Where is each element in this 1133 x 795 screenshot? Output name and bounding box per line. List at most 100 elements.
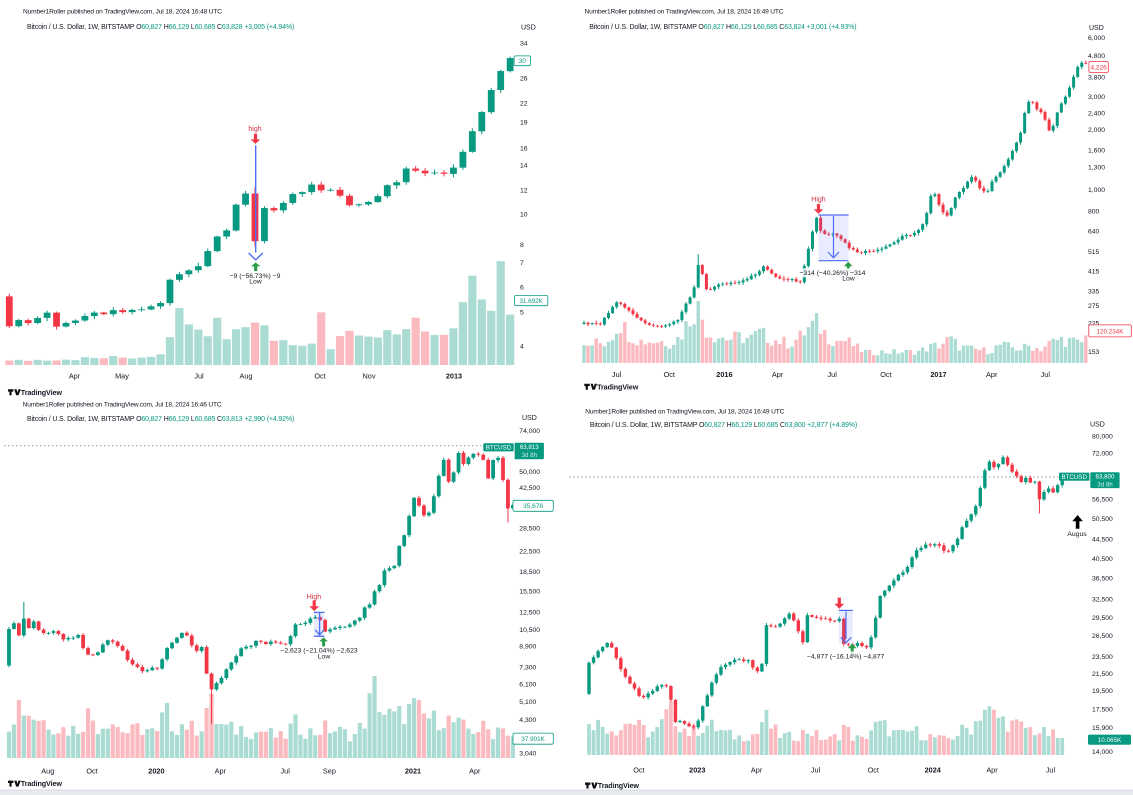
svg-text:12,500: 12,500	[519, 610, 540, 617]
svg-text:high: high	[248, 126, 261, 133]
svg-text:TradingView: TradingView	[598, 781, 640, 790]
svg-text:4: 4	[520, 343, 524, 350]
svg-text:40,500: 40,500	[1092, 556, 1113, 563]
svg-text:Apr: Apr	[69, 371, 81, 380]
svg-text:6,100: 6,100	[519, 682, 536, 689]
svg-text:30: 30	[519, 58, 527, 65]
svg-text:May: May	[115, 371, 129, 380]
svg-text:3d 8h: 3d 8h	[522, 452, 538, 459]
svg-text:5: 5	[520, 309, 524, 316]
svg-text:2024: 2024	[925, 765, 942, 774]
svg-text:63,800: 63,800	[1096, 474, 1115, 481]
svg-text:TradingView: TradingView	[21, 388, 63, 397]
svg-text:Jul: Jul	[811, 765, 821, 774]
svg-text:63,813: 63,813	[520, 444, 539, 451]
svg-text:1,000: 1,000	[1088, 187, 1105, 194]
svg-text:USD: USD	[521, 25, 536, 32]
svg-text:Apr: Apr	[772, 370, 784, 379]
svg-text:17,500: 17,500	[1092, 707, 1113, 714]
svg-text:14: 14	[520, 162, 528, 169]
svg-text:Apr: Apr	[215, 766, 227, 775]
svg-text:74,000: 74,000	[519, 428, 540, 435]
svg-text:Bitcoin / U.S. Dollar, 1W, BIT: Bitcoin / U.S. Dollar, 1W, BITSTAMP O60,…	[589, 24, 856, 31]
svg-text:4,226: 4,226	[1090, 64, 1107, 71]
svg-text:37.901K: 37.901K	[521, 736, 545, 743]
svg-text:1,600: 1,600	[1088, 148, 1105, 155]
svg-text:Low: Low	[318, 654, 331, 661]
svg-text:29,500: 29,500	[1092, 615, 1113, 622]
svg-text:2016: 2016	[716, 370, 732, 379]
svg-text:BTCUSD: BTCUSD	[486, 445, 512, 452]
svg-text:8,900: 8,900	[519, 643, 536, 650]
svg-text:TradingView: TradingView	[597, 382, 639, 391]
svg-text:USD: USD	[522, 415, 537, 422]
svg-text:800: 800	[1088, 208, 1100, 215]
svg-text:22: 22	[520, 100, 528, 107]
svg-text:Apr: Apr	[751, 765, 763, 774]
svg-text:Jul: Jul	[194, 371, 204, 380]
svg-text:16: 16	[520, 145, 528, 152]
svg-text:Aug: Aug	[240, 371, 253, 380]
svg-text:2023: 2023	[689, 765, 705, 774]
svg-text:Oct: Oct	[633, 765, 644, 774]
svg-text:Bitcoin / U.S. Dollar, 1W, BIT: Bitcoin / U.S. Dollar, 1W, BITSTAMP O60,…	[27, 24, 294, 31]
svg-text:26,500: 26,500	[1092, 633, 1113, 640]
svg-text:Jul: Jul	[1046, 765, 1056, 774]
svg-text:34: 34	[520, 40, 528, 47]
svg-text:8: 8	[520, 242, 524, 249]
svg-text:1,300: 1,300	[1088, 164, 1105, 171]
svg-text:35,678: 35,678	[523, 503, 543, 510]
svg-text:−4,877 (−16.14%) −4,877: −4,877 (−16.14%) −4,877	[807, 653, 885, 660]
svg-text:3,800: 3,800	[1088, 74, 1105, 81]
svg-text:Augus: Augus	[1067, 531, 1087, 538]
svg-text:26: 26	[520, 75, 528, 82]
svg-text:USD: USD	[1089, 25, 1104, 32]
svg-text:Jul: Jul	[1041, 370, 1051, 379]
svg-text:2020: 2020	[148, 766, 164, 775]
svg-text:Number1Roller published on Tra: Number1Roller published on TradingView.c…	[23, 402, 222, 409]
svg-text:Low: Low	[249, 279, 262, 286]
svg-text:32,500: 32,500	[1092, 597, 1113, 604]
svg-text:Bitcoin / U.S. Dollar, 1W, BIT: Bitcoin / U.S. Dollar, 1W, BITSTAMP O60,…	[590, 422, 857, 429]
svg-text:3,040: 3,040	[519, 751, 536, 758]
svg-text:50,000: 50,000	[519, 469, 540, 476]
svg-text:36,500: 36,500	[1092, 575, 1113, 582]
svg-text:Aug: Aug	[41, 766, 54, 775]
svg-text:High: High	[811, 197, 826, 204]
svg-text:15,900: 15,900	[1092, 725, 1113, 732]
svg-text:80,000: 80,000	[1092, 433, 1113, 440]
svg-text:225: 225	[1088, 320, 1100, 327]
svg-text:Oct: Oct	[314, 371, 325, 380]
svg-text:Jul: Jul	[612, 370, 622, 379]
svg-text:4,800: 4,800	[1088, 53, 1105, 60]
svg-text:USD: USD	[1090, 422, 1105, 429]
svg-text:56,500: 56,500	[1092, 496, 1113, 503]
svg-text:5,100: 5,100	[519, 699, 536, 706]
svg-text:Oct: Oct	[880, 370, 891, 379]
svg-text:2,000: 2,000	[1088, 127, 1105, 134]
svg-text:10.065K: 10.065K	[1098, 737, 1122, 744]
svg-text:44,500: 44,500	[1092, 537, 1113, 544]
svg-text:Oct: Oct	[664, 370, 675, 379]
svg-text:Jul: Jul	[828, 370, 838, 379]
svg-text:−2,623 (−21.04%) −2,623: −2,623 (−21.04%) −2,623	[280, 647, 358, 654]
svg-text:14,000: 14,000	[1092, 749, 1113, 756]
svg-text:6: 6	[520, 284, 524, 291]
svg-text:19: 19	[520, 119, 528, 126]
svg-text:4,300: 4,300	[519, 717, 536, 724]
svg-text:31.692K: 31.692K	[519, 298, 543, 305]
svg-text:2021: 2021	[405, 766, 421, 775]
svg-text:High: High	[307, 594, 322, 601]
svg-text:153: 153	[1088, 349, 1100, 356]
svg-text:Bitcoin / U.S. Dollar, 1W, BIT: Bitcoin / U.S. Dollar, 1W, BITSTAMP O60,…	[27, 416, 294, 423]
svg-text:Sep: Sep	[323, 766, 336, 775]
svg-text:28,500: 28,500	[519, 526, 540, 533]
svg-text:Number1Roller published on Tra: Number1Roller published on TradingView.c…	[585, 9, 784, 16]
svg-text:3,000: 3,000	[1088, 94, 1105, 101]
svg-text:Apr: Apr	[469, 766, 481, 775]
svg-text:515: 515	[1088, 249, 1100, 256]
svg-text:10: 10	[520, 211, 528, 218]
svg-text:Oct: Oct	[86, 766, 97, 775]
svg-text:6,000: 6,000	[1088, 35, 1105, 42]
svg-text:335: 335	[1088, 288, 1100, 295]
